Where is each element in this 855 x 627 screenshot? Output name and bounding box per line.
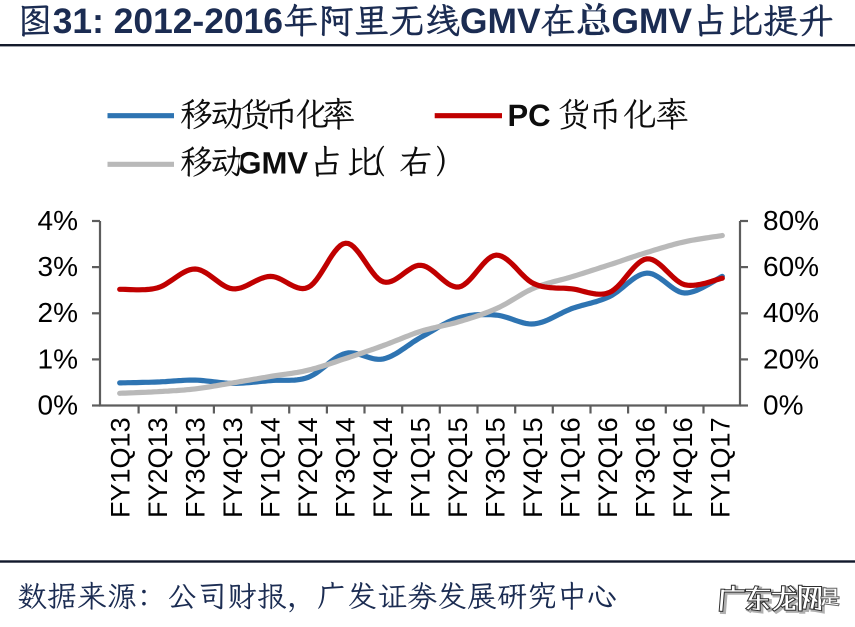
svg-text:0%: 0% — [38, 389, 78, 420]
svg-text:4%: 4% — [38, 205, 78, 236]
svg-text:FY1Q13: FY1Q13 — [105, 417, 135, 518]
svg-text:20%: 20% — [763, 343, 819, 374]
svg-text:2%: 2% — [38, 297, 78, 328]
svg-text:FY2Q16: FY2Q16 — [593, 417, 623, 518]
svg-text:FY3Q15: FY3Q15 — [480, 417, 510, 518]
svg-text:FY3Q13: FY3Q13 — [180, 417, 210, 518]
svg-text:3%: 3% — [38, 251, 78, 282]
svg-text:60%: 60% — [763, 251, 819, 282]
svg-text:FY1Q15: FY1Q15 — [405, 417, 435, 518]
svg-text:FY3Q16: FY3Q16 — [630, 417, 660, 518]
svg-text:0%: 0% — [763, 389, 803, 420]
svg-text:FY4Q14: FY4Q14 — [368, 417, 398, 518]
svg-text:40%: 40% — [763, 297, 819, 328]
svg-text:80%: 80% — [763, 205, 819, 236]
svg-text:FY4Q16: FY4Q16 — [668, 417, 698, 518]
svg-text:1%: 1% — [38, 343, 78, 374]
svg-text:FY4Q15: FY4Q15 — [518, 417, 548, 518]
svg-text:FY1Q14: FY1Q14 — [255, 417, 285, 518]
svg-text:FY4Q13: FY4Q13 — [218, 417, 248, 518]
svg-text:FY1Q16: FY1Q16 — [555, 417, 585, 518]
svg-text:FY2Q14: FY2Q14 — [293, 417, 323, 518]
svg-text:FY3Q14: FY3Q14 — [330, 417, 360, 518]
svg-text:FY2Q13: FY2Q13 — [143, 417, 173, 518]
svg-text:FY2Q15: FY2Q15 — [443, 417, 473, 518]
svg-text:FY1Q17: FY1Q17 — [705, 417, 735, 518]
